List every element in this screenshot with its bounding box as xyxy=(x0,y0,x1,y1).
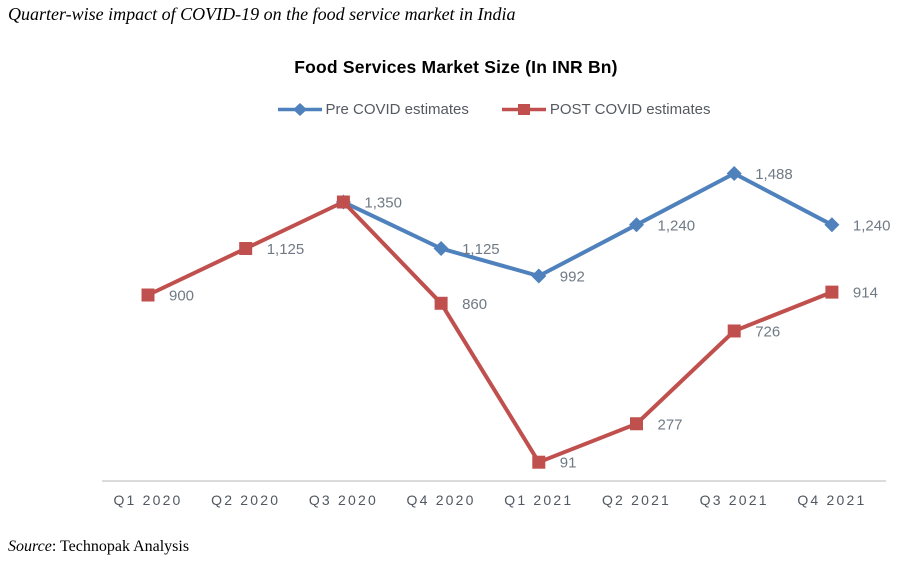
legend-diamond-marker-icon xyxy=(277,103,322,116)
source-line: Source: Technopak Analysis xyxy=(8,538,189,556)
series-line xyxy=(342,171,833,278)
data-point-square-marker xyxy=(532,455,546,469)
data-point-square-marker xyxy=(630,417,643,431)
data-point-square-marker xyxy=(336,195,350,209)
data-point-square-marker xyxy=(434,296,448,310)
data-label: 1,488 xyxy=(755,166,793,183)
data-label: 992 xyxy=(560,269,585,286)
chart-legend: Pre COVID estimates POST COVID estimates xyxy=(38,101,912,118)
chart-title: Food Services Market Size (In INR Bn) xyxy=(294,57,618,77)
data-point-square-marker xyxy=(825,285,839,299)
data-point-diamond-marker xyxy=(531,268,547,284)
x-axis-label: Q2 2020 xyxy=(211,492,280,508)
data-point-diamond-marker xyxy=(824,217,840,233)
legend-item: Pre COVID estimates xyxy=(277,101,469,118)
document-heading: Quarter-wise impact of COVID-19 on the f… xyxy=(8,4,516,24)
x-axis-label: Q1 2021 xyxy=(504,492,573,508)
data-label: 1,350 xyxy=(364,195,402,212)
data-label: 1,125 xyxy=(462,241,500,258)
data-point-square-marker xyxy=(239,242,253,256)
data-label: 900 xyxy=(169,288,194,305)
data-label: 1,125 xyxy=(267,241,305,258)
data-point-square-marker xyxy=(727,324,741,338)
legend-item-label: Pre COVID estimates xyxy=(325,101,469,118)
data-label: 726 xyxy=(755,323,780,340)
data-label: 277 xyxy=(658,416,683,433)
x-axis-label: Q1 2020 xyxy=(113,492,182,508)
data-label: 1,240 xyxy=(853,217,891,234)
data-label: 860 xyxy=(462,296,487,313)
x-axis-label: Q4 2020 xyxy=(407,492,476,508)
data-label: 91 xyxy=(560,455,577,472)
data-point-diamond-marker xyxy=(726,166,742,182)
data-label: 1,240 xyxy=(658,217,696,234)
x-axis-label: Q3 2021 xyxy=(700,492,769,508)
legend-item-label: POST COVID estimates xyxy=(549,101,711,118)
data-point-square-marker xyxy=(141,288,155,302)
data-point-diamond-marker xyxy=(629,217,644,233)
legend-square-marker-icon xyxy=(501,104,546,115)
x-axis-label: Q4 2021 xyxy=(797,492,866,508)
series-line xyxy=(147,200,833,465)
source-value: : Technopak Analysis xyxy=(51,538,190,555)
legend-item: POST COVID estimates xyxy=(501,101,711,118)
data-label: 914 xyxy=(853,285,878,302)
x-axis-label: Q3 2020 xyxy=(309,492,378,508)
x-axis-label: Q2 2021 xyxy=(602,492,671,508)
data-point-diamond-marker xyxy=(433,241,449,257)
source-label: Source xyxy=(8,538,52,555)
